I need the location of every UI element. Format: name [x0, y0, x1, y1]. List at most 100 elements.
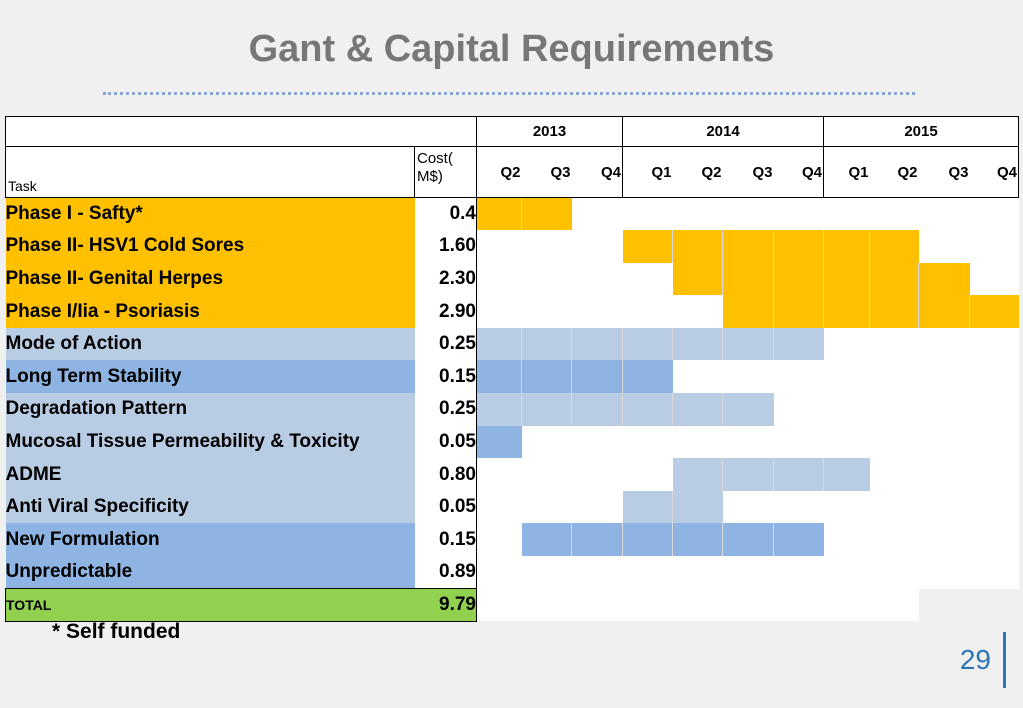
- quarter-header: Q3: [521, 146, 572, 198]
- task-cost: 2.90: [414, 295, 477, 328]
- gantt-bar-segment: [521, 360, 572, 394]
- task-name: Phase I - Safty*: [5, 197, 415, 231]
- gantt-cell: [773, 490, 824, 524]
- gantt-cell: [969, 360, 1019, 394]
- gantt-cell: [571, 425, 623, 459]
- gantt-cell: [722, 490, 774, 524]
- gantt-bar-segment: [823, 262, 870, 296]
- gantt-cell: [622, 556, 673, 589]
- slide-title: Gant & Capital Requirements: [248, 28, 775, 70]
- gantt-cell: [722, 197, 774, 231]
- gantt-cell: [476, 588, 522, 622]
- task-name: Phase II- HSV1 Cold Sores: [5, 230, 415, 263]
- gantt-bar-segment: [571, 523, 623, 557]
- gantt-cell: [622, 425, 673, 459]
- gantt-cell: [969, 393, 1019, 426]
- gantt-bar-segment: [773, 295, 824, 328]
- gantt-cell: [773, 360, 824, 394]
- task-cost: 0.4: [414, 197, 477, 231]
- gantt-cell: [622, 197, 673, 231]
- task-cost: 0.15: [414, 360, 477, 394]
- task-row: Anti Viral Specificity 0.05: [5, 490, 1019, 524]
- gantt-bar-segment: [918, 262, 970, 296]
- task-name: Phase I/Iia - Psoriasis: [5, 295, 415, 328]
- task-row: Unpredictable 0.89: [5, 556, 1019, 589]
- cost-column-header: Cost( M$): [414, 146, 477, 198]
- gantt-cell: [823, 556, 870, 589]
- gantt-cell: [672, 295, 723, 328]
- quarter-header: Q2: [672, 146, 723, 198]
- gantt-cell: [823, 197, 870, 231]
- gantt-bar-segment: [918, 295, 970, 328]
- gantt-bar-segment: [476, 327, 522, 361]
- quarter-header: Q4: [773, 146, 824, 198]
- gantt-cell: [969, 556, 1019, 589]
- gantt-cell: [571, 588, 623, 622]
- task-row: Phase II- HSV1 Cold Sores 1.60: [5, 230, 1019, 263]
- gantt-cell: [918, 523, 970, 557]
- column-header-row: Task Cost( M$) Q2 Q3 Q4 Q1 Q2 Q3 Q4 Q1 Q…: [5, 146, 1019, 198]
- gantt-bar-segment: [622, 393, 673, 426]
- gantt-cell: [571, 458, 623, 491]
- gantt-cell: [476, 523, 522, 557]
- gantt-cell: [521, 425, 572, 459]
- gantt-cell: [823, 360, 870, 394]
- gantt-bar-segment: [773, 262, 824, 296]
- gantt-bar-segment: [869, 262, 919, 296]
- task-cost: 0.80: [414, 458, 477, 491]
- gantt-bar-segment: [823, 230, 870, 263]
- title-divider: [103, 92, 915, 95]
- quarter-header: Q2: [869, 146, 919, 198]
- gantt-cell: [823, 523, 870, 557]
- task-row: ADME 0.80: [5, 458, 1019, 491]
- gantt-cell: [869, 197, 919, 231]
- gantt-cell: [622, 262, 673, 296]
- quarter-header: Q2: [476, 146, 522, 198]
- task-cost: 0.15: [414, 523, 477, 557]
- gantt-bar-segment: [622, 523, 673, 557]
- gantt-cell: [672, 588, 723, 622]
- gantt-bar-segment: [722, 327, 774, 361]
- gantt-cell: [773, 197, 824, 231]
- gantt-cell: [672, 197, 723, 231]
- quarter-header: Q3: [722, 146, 774, 198]
- task-name: Unpredictable: [5, 556, 415, 589]
- task-row: Phase I - Safty* 0.4: [5, 197, 1019, 231]
- gantt-cell: [869, 556, 919, 589]
- gantt-bar-segment: [622, 360, 673, 394]
- gantt-bar-segment: [773, 230, 824, 263]
- task-name: Phase II- Genital Herpes: [5, 262, 415, 296]
- gantt-cell: [969, 425, 1019, 459]
- task-name: ADME: [5, 458, 415, 491]
- gantt-bar-segment: [476, 360, 522, 394]
- gantt-cell: [521, 230, 572, 263]
- gantt-cell: [672, 425, 723, 459]
- gantt-cell: [969, 327, 1019, 361]
- page-number: 29: [959, 644, 991, 675]
- gantt-bar-segment: [672, 523, 723, 557]
- gantt-cell: [722, 360, 774, 394]
- gantt-cell: [571, 230, 623, 263]
- gantt-bar-segment: [773, 327, 824, 361]
- gantt-cell: [823, 327, 870, 361]
- year-header-blank: [5, 116, 477, 147]
- gantt-cell: [970, 589, 1019, 622]
- quarter-header: Q1: [823, 146, 870, 198]
- gantt-bar-segment: [722, 393, 774, 426]
- gantt-bar-segment: [476, 197, 522, 231]
- gantt-cell: [918, 425, 970, 459]
- gantt-bar-segment: [521, 393, 572, 426]
- gantt-bar-segment: [571, 393, 623, 426]
- gantt-cell: [869, 327, 919, 361]
- task-name: Degradation Pattern: [5, 393, 415, 426]
- gantt-cell: [969, 523, 1019, 557]
- task-cost: 2.30: [414, 262, 477, 296]
- task-row: Mucosal Tissue Permeability & Toxicity 0.…: [5, 425, 1019, 459]
- gantt-bar-segment: [622, 490, 673, 524]
- gantt-cell: [773, 393, 824, 426]
- task-cost: 0.89: [414, 556, 477, 589]
- gantt-cell: [521, 262, 572, 296]
- quarter-header: Q4: [969, 146, 1019, 198]
- task-row: Mode of Action 0.25: [5, 327, 1019, 361]
- gantt-bar-segment: [823, 458, 870, 491]
